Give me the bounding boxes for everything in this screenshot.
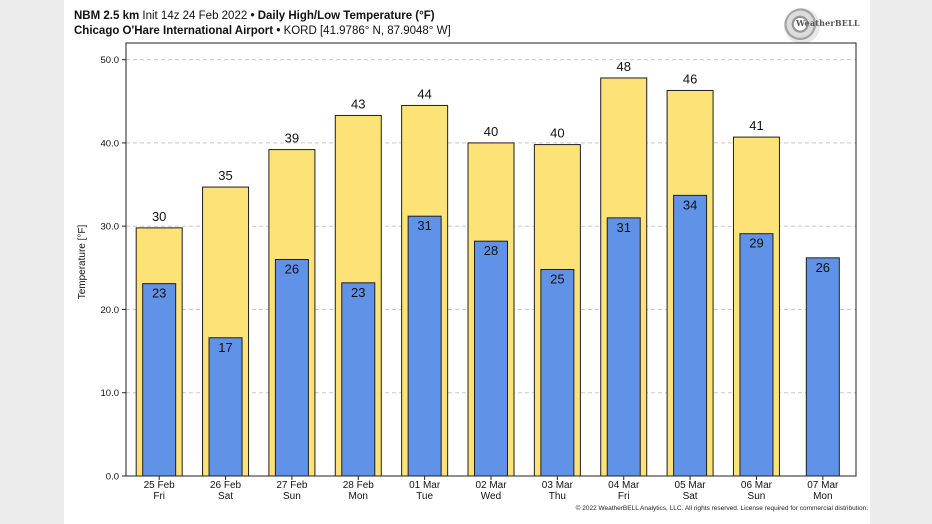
high-temp-label: 44: [417, 86, 431, 101]
low-temp-bar: [341, 282, 376, 477]
y-tick-label: 0.0: [106, 472, 119, 483]
high-temp-label: 46: [683, 71, 697, 86]
low-temp-label: 26: [816, 260, 830, 275]
weatherbell-logo: WeatherBELL: [782, 6, 862, 44]
chart-header: NBM 2.5 km Init 14z 24 Feb 2022 • Daily …: [74, 9, 774, 39]
bullet-separator: •: [276, 25, 281, 37]
low-temp-label: 25: [550, 271, 564, 286]
x-tick-date: 07 Mar: [807, 480, 839, 491]
low-temp-bar: [606, 217, 641, 477]
high-temp-label: 30: [152, 209, 166, 224]
y-tick-label: 30.0: [101, 222, 120, 233]
product-title: Daily High/Low Temperature (°F): [257, 10, 435, 22]
x-tick-date: 28 Feb: [343, 480, 375, 491]
low-temp-label: 23: [351, 285, 365, 300]
high-temp-label: 48: [616, 59, 630, 74]
x-tick-day: Wed: [481, 491, 501, 502]
x-tick-date: 06 Mar: [741, 480, 773, 491]
low-temp-label: 31: [417, 218, 431, 233]
low-temp-label: 29: [749, 236, 763, 251]
y-tick-label: 40.0: [101, 138, 120, 149]
x-tick-day: Sat: [683, 491, 698, 502]
low-temp-bar: [474, 240, 508, 477]
x-tick-day: Tue: [416, 491, 433, 502]
header-line-1: NBM 2.5 km Init 14z 24 Feb 2022 • Daily …: [74, 9, 774, 24]
high-temp-label: 41: [749, 118, 763, 133]
x-tick-day: Fri: [153, 491, 165, 502]
low-temp-bar: [208, 337, 243, 477]
high-temp-label: 40: [484, 124, 498, 139]
high-temp-label: 39: [285, 131, 299, 146]
station-name: Chicago O'Hare International Airport: [74, 25, 274, 37]
x-tick-date: 26 Feb: [210, 480, 242, 491]
bars: 30 23 35 17 39 26 43 23 44 31 40 28 40 25 48 31 46 34 41 29…: [135, 59, 840, 477]
bullet-separator: •: [250, 10, 255, 22]
model-name: NBM 2.5 km: [74, 10, 140, 22]
weatherbell-swirl-icon: [784, 8, 820, 44]
low-temp-label: 23: [152, 286, 166, 301]
low-temp-label: 34: [683, 197, 697, 212]
x-tick-day: Mon: [349, 491, 368, 502]
x-tick-day: Sun: [283, 491, 301, 502]
x-tick-day: Sun: [748, 491, 766, 502]
low-temp-bar: [540, 268, 575, 477]
low-temp-label: 26: [285, 262, 299, 277]
y-axis-label: Temperature [°F]: [77, 224, 88, 299]
low-temp-bar: [407, 215, 442, 477]
x-tick-date: 02 Mar: [475, 480, 507, 491]
x-tick-day: Sat: [218, 491, 233, 502]
low-temp-label: 17: [218, 340, 232, 355]
x-tick-date: 01 Mar: [409, 480, 441, 491]
logo-text: WeatherBELL: [796, 18, 860, 28]
x-tick-date: 27 Feb: [276, 480, 308, 491]
x-tick-day: Thu: [549, 491, 566, 502]
low-temp-bar: [805, 257, 840, 477]
y-tick-label: 50.0: [101, 55, 120, 66]
low-temp-label: 28: [484, 243, 498, 258]
x-tick-day: Fri: [618, 491, 630, 502]
low-temp-bar: [739, 233, 774, 477]
x-tick-date: 04 Mar: [608, 480, 640, 491]
x-tick-date: 05 Mar: [675, 480, 707, 491]
station-code: KORD [41.9786° N, 87.9048° W]: [283, 25, 451, 37]
x-tick-date: 03 Mar: [542, 480, 574, 491]
low-temp-bar: [142, 283, 177, 477]
copyright-notice: © 2022 WeatherBELL Analytics, LLC. All r…: [575, 505, 868, 512]
high-temp-label: 43: [351, 96, 365, 111]
high-temp-label: 40: [550, 126, 564, 141]
low-temp-bar: [274, 259, 309, 477]
y-tick-label: 10.0: [101, 388, 120, 399]
x-tick-date: 25 Feb: [144, 480, 176, 491]
low-temp-label: 31: [616, 220, 630, 235]
y-tick-label: 20.0: [101, 305, 120, 316]
high-temp-label: 35: [218, 168, 232, 183]
x-tick-day: Mon: [813, 491, 832, 502]
low-temp-bar: [673, 194, 708, 477]
header-line-2: Chicago O'Hare International Airport • K…: [74, 24, 774, 39]
init-time: Init 14z 24 Feb 2022: [142, 10, 248, 22]
